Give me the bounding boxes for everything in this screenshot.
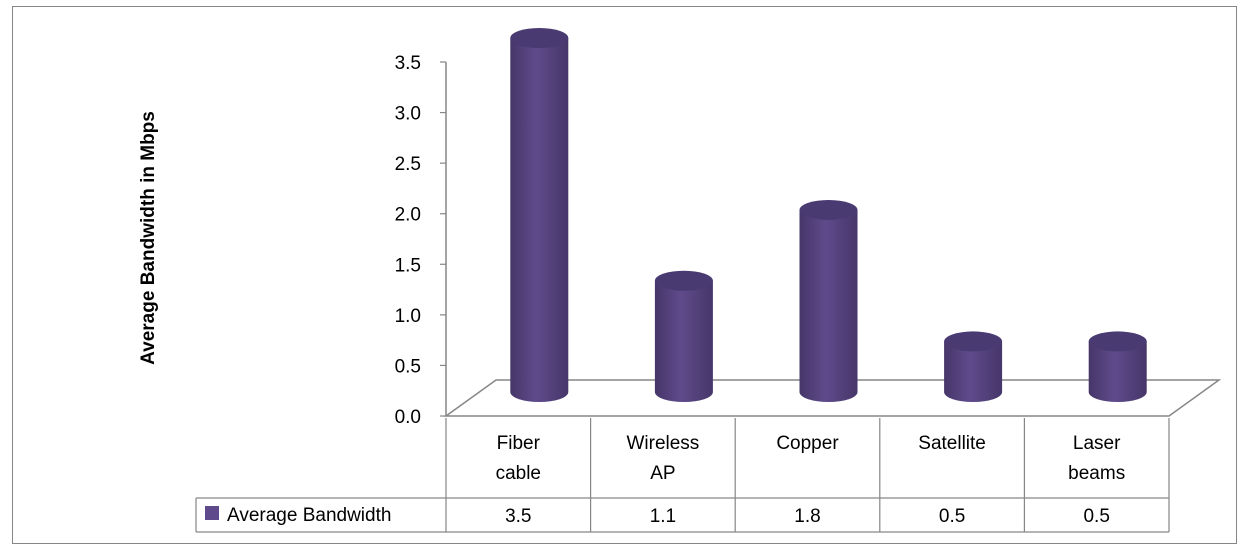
value-cell: 0.5 xyxy=(939,506,965,527)
y-tick-label: 2.5 xyxy=(395,154,421,175)
bar-top xyxy=(510,28,569,48)
value-cell: 1.1 xyxy=(650,506,676,527)
chart-frame xyxy=(12,6,1237,544)
bar-5 xyxy=(1088,331,1147,402)
legend-swatch xyxy=(205,506,219,520)
category-label: cable xyxy=(496,463,541,484)
bar-top xyxy=(1088,331,1147,352)
category-label: Fiber xyxy=(497,433,541,454)
y-tick-label: 0.0 xyxy=(395,407,421,428)
y-tick-label: 1.0 xyxy=(395,306,421,327)
floor-plane xyxy=(443,379,1222,417)
y-tick-label: 3.0 xyxy=(395,104,421,125)
bar-body xyxy=(510,38,569,402)
value-cell: 0.5 xyxy=(1083,506,1109,527)
y-tick-label: 3.5 xyxy=(395,53,421,74)
value-cell: 3.5 xyxy=(505,506,531,527)
bar-body xyxy=(799,209,858,402)
legend-label: Average Bandwidth xyxy=(227,505,391,526)
bar-1 xyxy=(510,28,569,402)
y-tick-label: 0.5 xyxy=(395,356,421,377)
bar-4 xyxy=(944,331,1003,402)
category-label: Satellite xyxy=(918,433,986,454)
bar-body xyxy=(654,280,713,402)
category-label: Copper xyxy=(776,433,839,454)
bar-body xyxy=(944,341,1003,402)
bar-top xyxy=(799,199,858,220)
value-cell: 1.8 xyxy=(794,506,820,527)
category-label: AP xyxy=(650,463,675,484)
bar-top xyxy=(654,270,713,291)
y-tick-label: 1.5 xyxy=(395,255,421,276)
category-label: Wireless xyxy=(626,433,699,454)
bar-body xyxy=(1088,341,1147,402)
category-label: Laser xyxy=(1073,433,1121,454)
bar-top xyxy=(944,331,1003,352)
y-tick-label: 2.0 xyxy=(395,205,421,226)
bar-2 xyxy=(654,270,713,402)
category-label: beams xyxy=(1068,463,1125,484)
bar-3 xyxy=(799,199,858,402)
y-axis-title: Average Bandwidth in Mbps xyxy=(138,111,159,365)
